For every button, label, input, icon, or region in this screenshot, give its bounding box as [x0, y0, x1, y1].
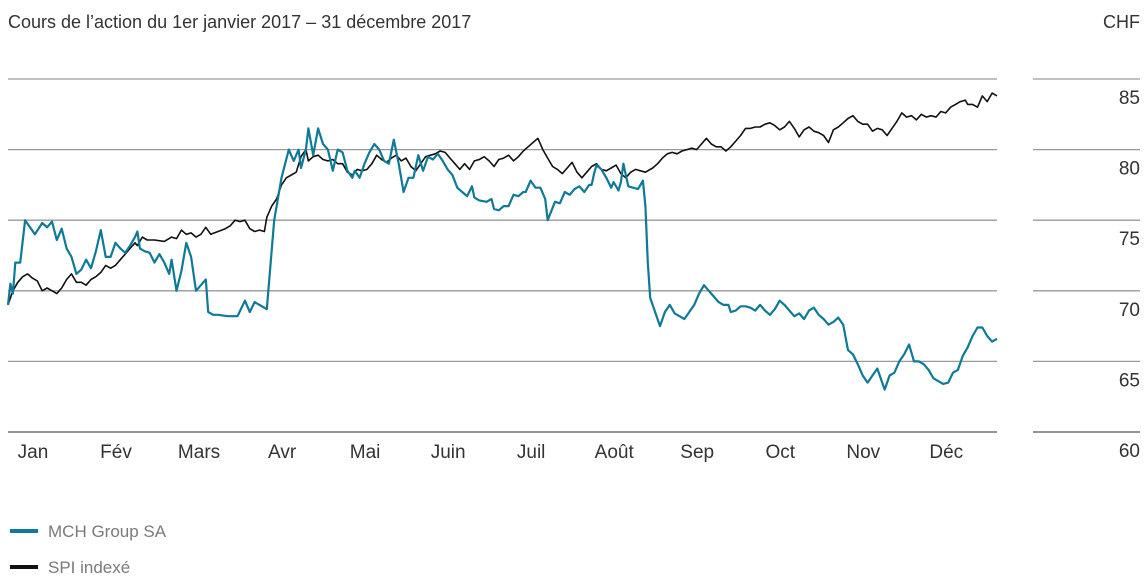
legend-label: MCH Group SA	[48, 522, 167, 541]
y-tick-label: 85	[1119, 88, 1140, 109]
x-tick-label: Avr	[268, 442, 297, 463]
x-axis-tick-labels: Jan Fév Mars Avr Mai Juin Juil Août Sep Oct Nov Déc	[18, 442, 964, 463]
x-tick-label: Août	[595, 442, 635, 463]
x-tick-label: Mars	[178, 442, 220, 463]
y-axis-tick-labels: 85 80 75 70 65 60	[1119, 88, 1140, 462]
x-tick-label: Nov	[846, 442, 880, 463]
x-tick-label: Juil	[517, 442, 546, 463]
legend-label: SPI indexé	[48, 558, 130, 577]
y-tick-label: 65	[1119, 370, 1140, 391]
x-tick-label: Mai	[350, 442, 381, 463]
x-tick-label: Juin	[431, 442, 466, 463]
y-axis-unit-label: CHF	[1103, 12, 1140, 32]
gridlines	[8, 78, 1140, 433]
y-tick-label: 80	[1119, 159, 1140, 180]
x-tick-label: Sep	[680, 442, 714, 463]
chart-title: Cours de l’action du 1er janvier 2017 – …	[8, 12, 471, 32]
series-lines	[6, 92, 998, 391]
series-line-mch-group	[6, 127, 998, 391]
x-tick-label: Oct	[765, 442, 795, 463]
y-tick-label: 70	[1119, 300, 1140, 321]
y-tick-label: 75	[1119, 229, 1140, 250]
x-tick-label: Fév	[100, 442, 132, 463]
y-tick-label: 60	[1119, 441, 1140, 462]
x-tick-label: Jan	[18, 442, 49, 463]
legend: MCH Group SA SPI indexé	[10, 522, 167, 577]
x-tick-label: Déc	[929, 442, 963, 463]
series-line-spi-indexe	[7, 92, 998, 306]
